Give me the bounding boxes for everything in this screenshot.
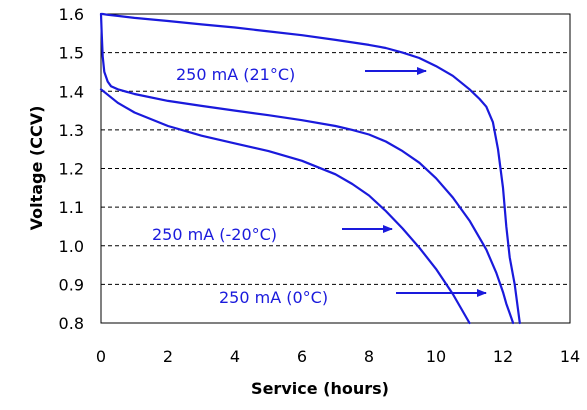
gridlines xyxy=(101,52,570,285)
y-tick-label: 1.4 xyxy=(59,82,84,101)
x-tick-label: 4 xyxy=(230,347,240,366)
plot-frame xyxy=(100,13,571,324)
x-tick-label: 6 xyxy=(297,347,307,366)
x-tick-label: 14 xyxy=(560,347,580,366)
series-line-0 xyxy=(99,12,521,325)
y-tick-label: 1.3 xyxy=(59,121,84,140)
x-axis-title: Service (hours) xyxy=(251,379,389,398)
y-tick-label: 1.1 xyxy=(59,198,84,217)
series-line-2 xyxy=(99,88,471,325)
data-curves xyxy=(99,12,521,325)
x-tick-label: 12 xyxy=(493,347,513,366)
annotation-label-0c: 250 mA (0°C) xyxy=(219,288,328,307)
x-tick-label: 10 xyxy=(426,347,446,366)
annotation-label-minus20c: 250 mA (-20°C) xyxy=(152,225,277,244)
annotation-21c: 250 mA (21°C) xyxy=(176,65,427,84)
x-tick-labels: 0 2 4 6 8 10 12 14 xyxy=(96,347,580,366)
y-tick-label: 0.8 xyxy=(59,314,84,333)
y-tick-label: 1.6 xyxy=(59,5,84,24)
x-tick-label: 2 xyxy=(163,347,173,366)
annotation-0c: 250 mA (0°C) xyxy=(219,288,487,307)
y-tick-label: 1.2 xyxy=(59,160,84,179)
y-axis-title: Voltage (CCV) xyxy=(27,106,46,231)
y-tick-label: 0.9 xyxy=(59,275,84,294)
y-tick-labels: 0.8 0.9 1.0 1.1 1.2 1.3 1.4 1.5 1.6 xyxy=(59,5,84,333)
annotation-label-21c: 250 mA (21°C) xyxy=(176,65,295,84)
series-line-1 xyxy=(99,12,515,325)
x-tick-label: 8 xyxy=(364,347,374,366)
x-tick-label: 0 xyxy=(96,347,106,366)
y-tick-label: 1.5 xyxy=(59,44,84,63)
annotation-minus20c: 250 mA (-20°C) xyxy=(152,225,393,244)
y-tick-label: 1.0 xyxy=(59,237,84,256)
